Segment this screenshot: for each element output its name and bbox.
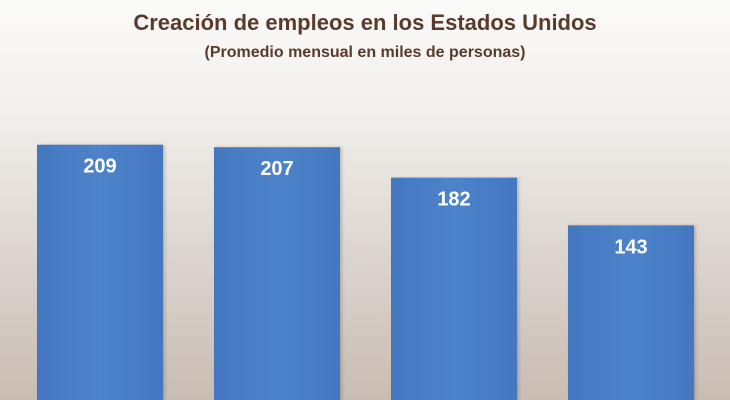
data-label-2: 207 [260, 158, 293, 180]
bar-4 [568, 225, 694, 400]
chart-subtitle: (Promedio mensual en miles de personas) [204, 44, 526, 61]
data-label-1: 209 [83, 156, 116, 178]
bars-group [37, 144, 694, 400]
bar-1 [37, 144, 163, 400]
data-label-4: 143 [614, 236, 647, 258]
data-labels-group: 209 207 182 143 [83, 156, 647, 259]
data-label-3: 182 [437, 189, 470, 211]
chart-title: Creación de empleos en los Estados Unido… [133, 10, 597, 35]
bar-3 [391, 177, 517, 400]
bar-2 [214, 147, 340, 400]
